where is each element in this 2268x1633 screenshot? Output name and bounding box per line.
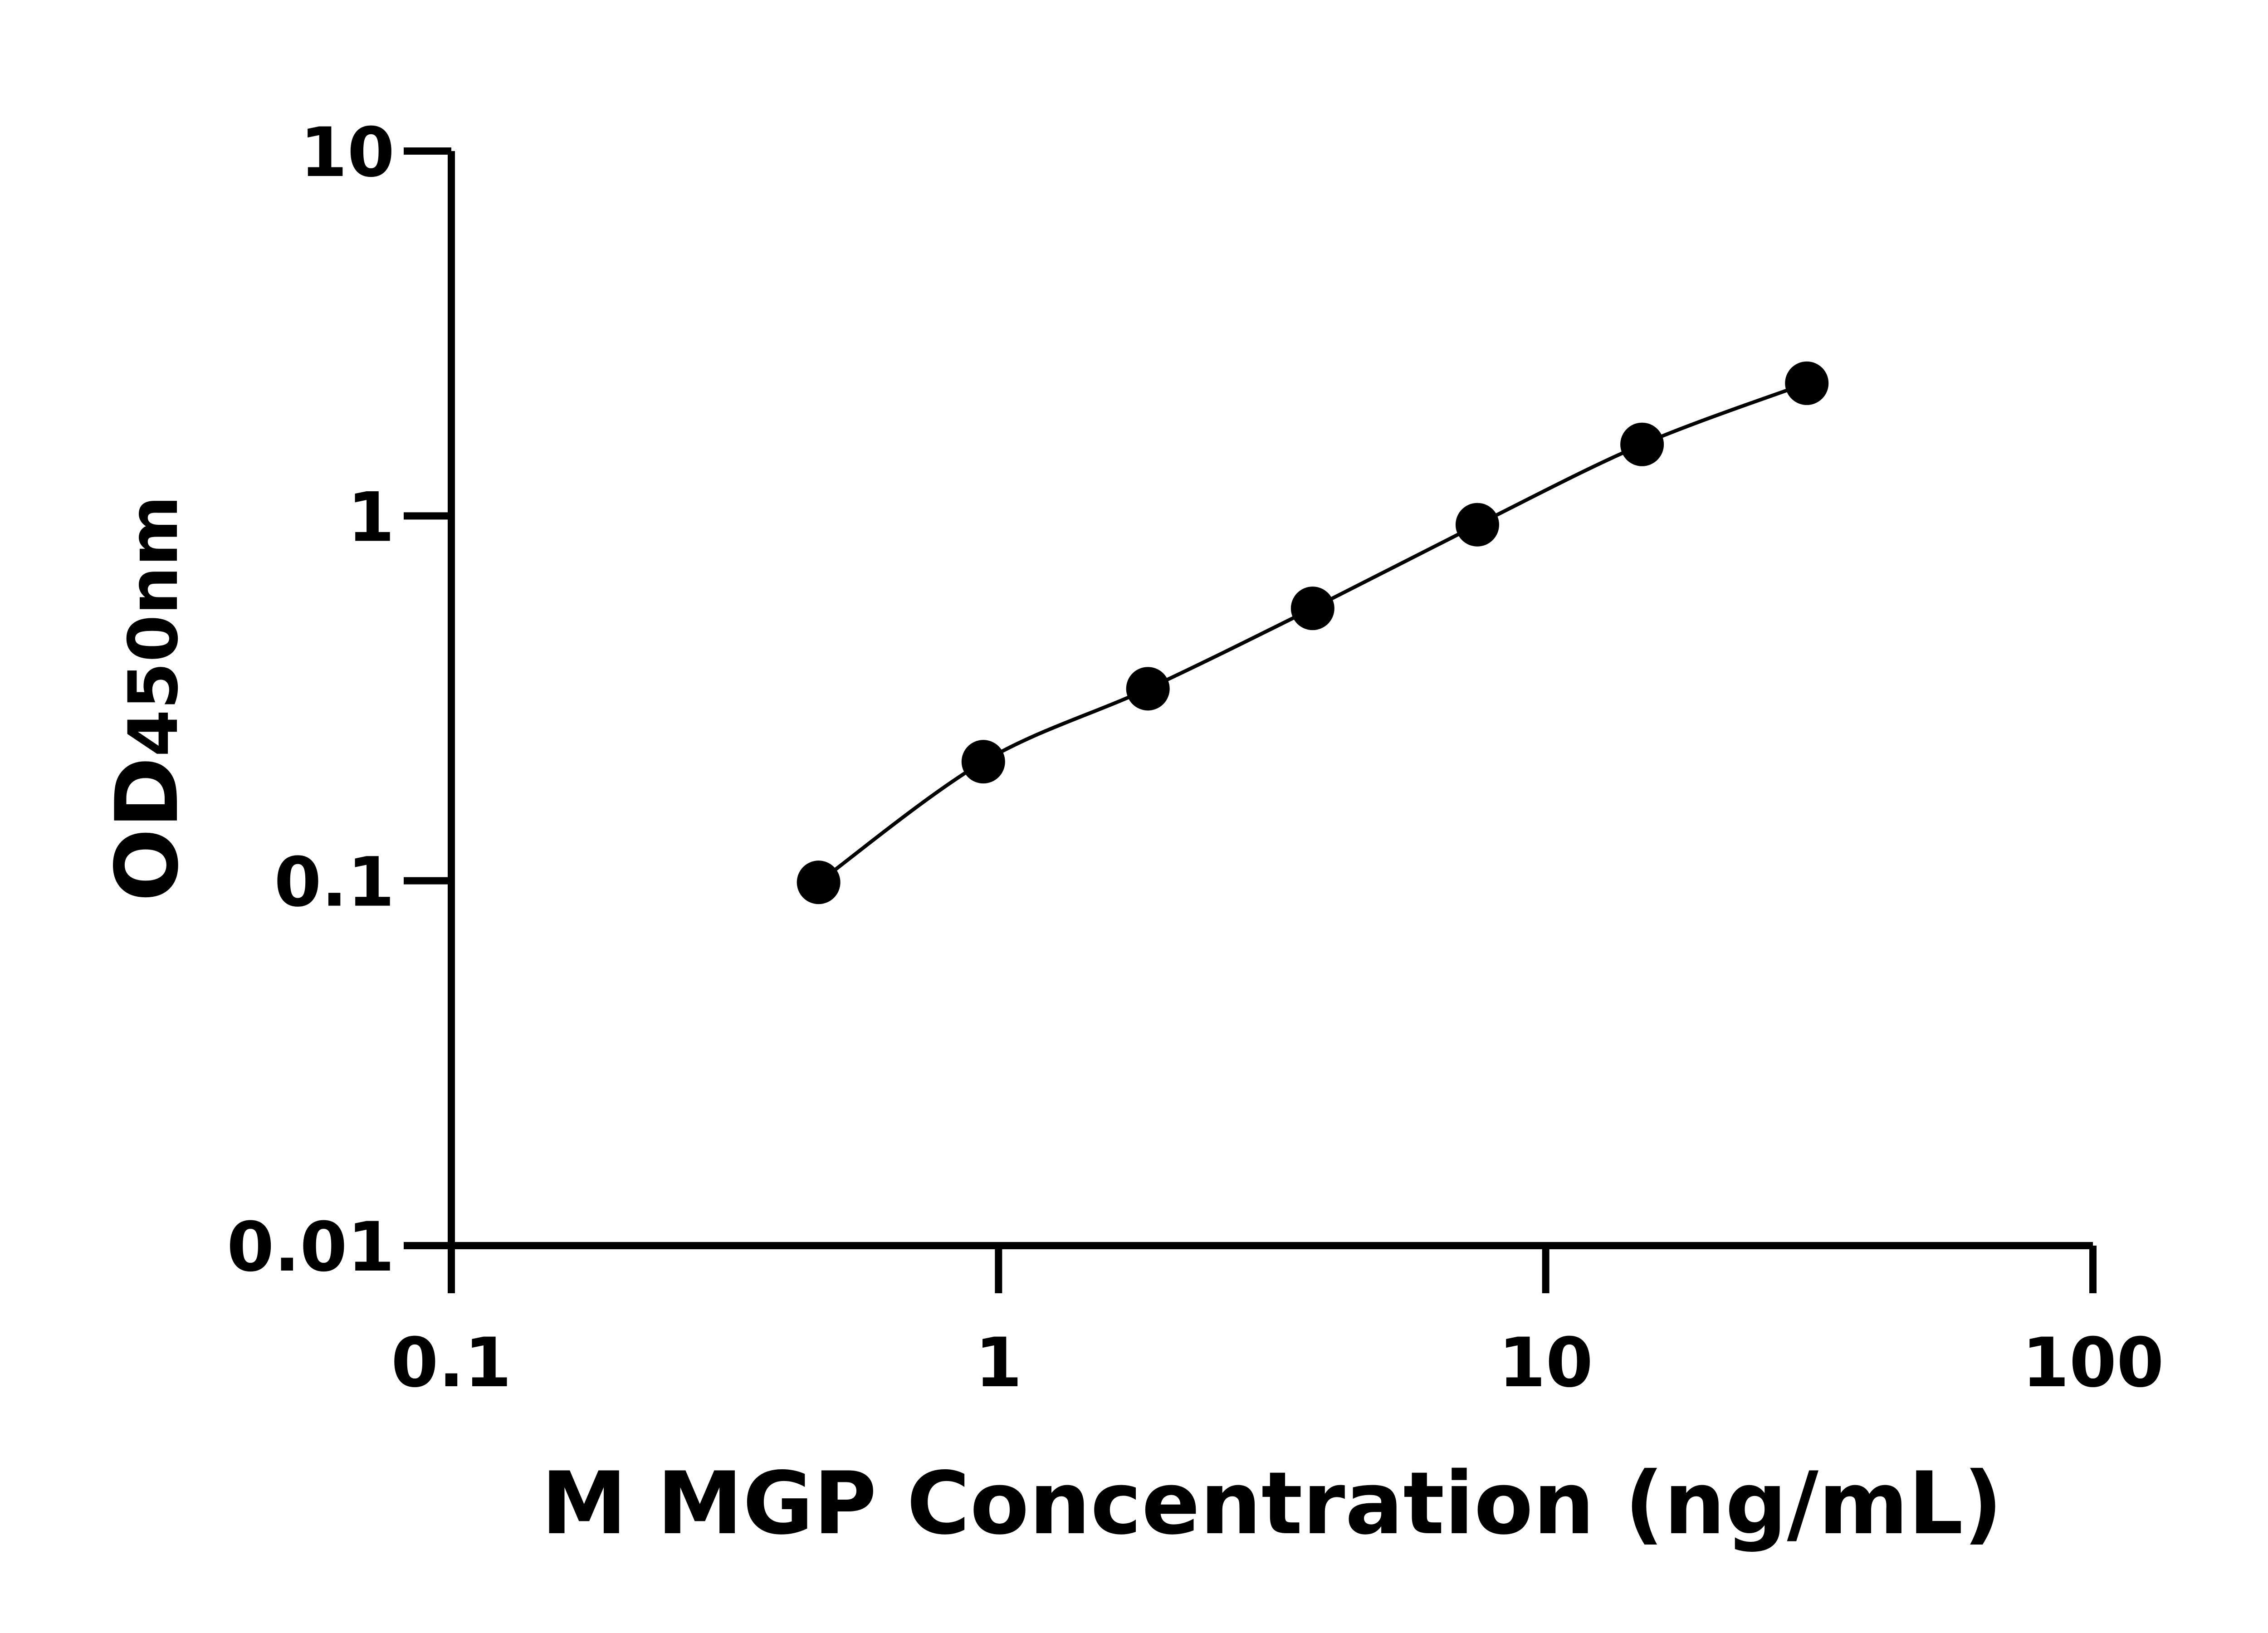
y-tick-label: 10 bbox=[300, 113, 395, 192]
data-points bbox=[797, 361, 1829, 905]
data-point bbox=[797, 861, 841, 905]
data-point bbox=[1620, 422, 1664, 466]
y-tick-label: 1 bbox=[347, 478, 395, 557]
data-point bbox=[1290, 587, 1334, 631]
y-tick-label: 0.01 bbox=[227, 1208, 395, 1287]
y-axis-label-main: OD bbox=[97, 757, 197, 901]
x-tick-label: 100 bbox=[2022, 1324, 2164, 1403]
x-axis-label: M MGP Concentration (ng/mL) bbox=[541, 1453, 2003, 1554]
data-point bbox=[961, 740, 1005, 784]
ticks: 0.1 1 10 100 0.01 0.1 1 10 bbox=[227, 113, 2164, 1403]
x-tick-label: 0.1 bbox=[391, 1324, 512, 1403]
data-point bbox=[1126, 667, 1170, 711]
y-axis-label: OD450nm bbox=[97, 495, 197, 901]
y-axis-label-sub: 450nm bbox=[114, 495, 193, 757]
x-tick-label: 10 bbox=[1498, 1324, 1593, 1403]
y-tick-label: 0.1 bbox=[274, 843, 395, 922]
data-point bbox=[1785, 361, 1829, 405]
axes bbox=[448, 151, 2093, 1249]
data-point bbox=[1455, 503, 1499, 547]
x-tick-label: 1 bbox=[975, 1324, 1022, 1403]
